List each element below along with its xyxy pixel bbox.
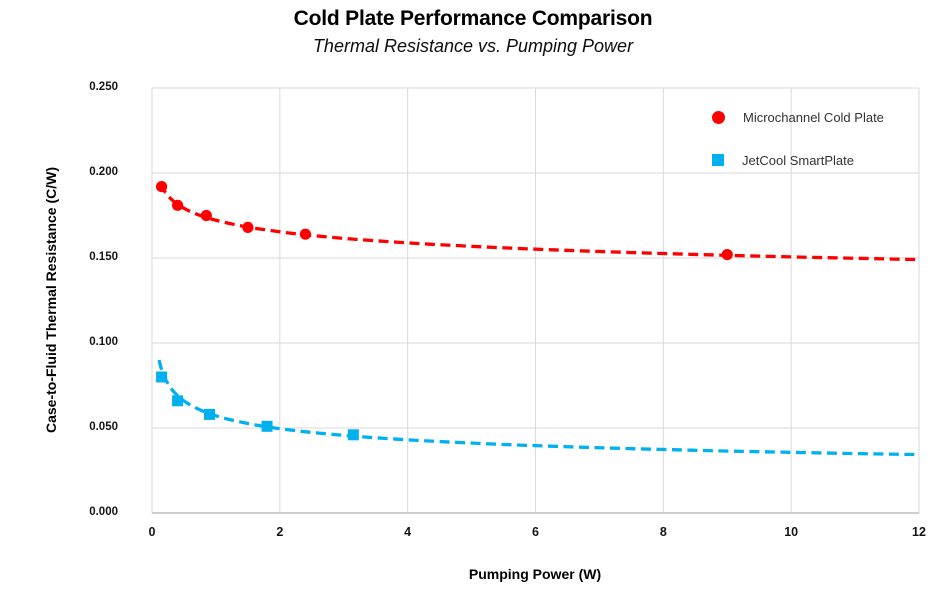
legend-circle-marker-icon — [712, 110, 725, 124]
x-tick-label: 4 — [404, 525, 412, 539]
x-tick-label: 8 — [659, 525, 667, 539]
data-point-circle — [721, 249, 733, 261]
data-point-square — [156, 371, 168, 383]
chart-title: Cold Plate Performance Comparison — [293, 7, 653, 30]
legend-label-jetcool: JetCool SmartPlate — [742, 152, 854, 168]
x-tick-label: 2 — [276, 525, 284, 539]
x-tick-label: 12 — [912, 525, 926, 539]
legend-item-microchannel: Microchannel Cold Plate — [712, 104, 884, 130]
x-tick-label: 10 — [784, 525, 799, 539]
legend-label-microchannel: Microchannel Cold Plate — [743, 109, 884, 125]
legend: Microchannel Cold Plate JetCool SmartPla… — [712, 104, 884, 190]
data-point-circle — [299, 228, 311, 240]
data-point-circle — [155, 181, 168, 193]
data-point-circle — [171, 199, 184, 211]
y-tick-label: 0.150 — [89, 251, 118, 263]
legend-item-jetcool: JetCool SmartPlate — [712, 147, 884, 173]
x-axis-title: Pumping Power (W) — [468, 566, 602, 582]
x-tick-label: 6 — [532, 525, 539, 539]
trendline-square — [157, 359, 920, 457]
data-point-square — [204, 408, 216, 420]
data-point-square — [347, 429, 359, 441]
data-point-circle — [242, 221, 254, 233]
y-tick-label: 0.100 — [89, 336, 118, 348]
data-point-circle — [200, 209, 212, 222]
y-tick-label: 0.250 — [89, 81, 118, 93]
y-tick-label: 0.000 — [89, 506, 118, 518]
legend-square-marker-icon — [712, 154, 724, 166]
chart-subtitle: Thermal Resistance vs. Pumping Power — [312, 36, 634, 56]
y-tick-label: 0.050 — [89, 421, 118, 433]
trendline-circle — [159, 183, 920, 262]
y-tick-label: 0.200 — [89, 166, 118, 178]
data-point-square — [261, 420, 273, 432]
x-tick-label: 0 — [148, 525, 156, 539]
data-point-square — [172, 395, 184, 407]
